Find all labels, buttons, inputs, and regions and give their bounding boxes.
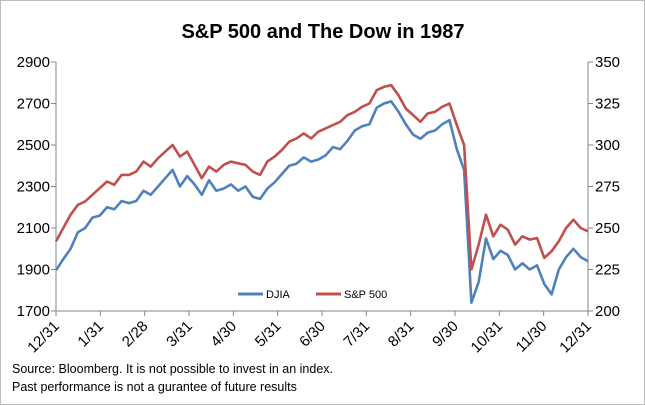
x-tick-label: 8/31 — [385, 318, 418, 351]
left-tick-label: 2300 — [17, 179, 50, 196]
series-line-s-p-500 — [54, 83, 589, 271]
x-tick-label: 2/28 — [119, 318, 152, 351]
right-tick-label: 300 — [595, 137, 620, 154]
x-tick-label: 4/30 — [207, 318, 240, 351]
right-tick-label: 325 — [595, 96, 620, 113]
right-tick-label: 250 — [595, 220, 620, 237]
x-tick-label: 10/31 — [468, 318, 507, 357]
right-tick-label: 225 — [595, 262, 620, 279]
legend-label: S&P 500 — [344, 289, 387, 301]
left-tick-label: 1900 — [17, 262, 50, 279]
x-tick-label: 7/31 — [340, 318, 373, 351]
x-tick-label: 11/30 — [513, 318, 551, 356]
legend: DJIA S&P 500 — [238, 289, 387, 301]
series-line-djia — [54, 100, 589, 305]
x-tick-label: 12/31 — [556, 318, 595, 357]
disclaimer-note: Past performance is not a gurantee of fu… — [12, 380, 297, 394]
x-tick-label: 5/31 — [252, 318, 285, 351]
x-tick-label: 6/30 — [296, 318, 329, 351]
right-tick-label: 350 — [595, 54, 620, 71]
right-tick-label: 275 — [595, 179, 620, 196]
chart-title: S&P 500 and The Dow in 1987 — [181, 21, 464, 43]
source-note: Source: Bloomberg. It is not possible to… — [12, 362, 334, 376]
left-tick-label: 2700 — [17, 96, 50, 113]
plot-area: 1700 1900 2100 2300 2500 2700 2900 200 225 250 275… — [17, 54, 620, 356]
x-tick-label: 9/30 — [429, 318, 462, 351]
left-tick-label: 2900 — [17, 54, 50, 71]
right-tick-label: 200 — [595, 303, 620, 320]
x-tick-label: 12/31 — [24, 318, 63, 357]
left-tick-label: 2100 — [17, 220, 50, 237]
left-tick-label: 2500 — [17, 137, 50, 154]
x-tick-label: 3/31 — [163, 318, 196, 351]
left-tick-label: 1700 — [17, 303, 50, 320]
legend-label: DJIA — [266, 289, 291, 301]
x-tick-label: 1/31 — [74, 318, 107, 351]
